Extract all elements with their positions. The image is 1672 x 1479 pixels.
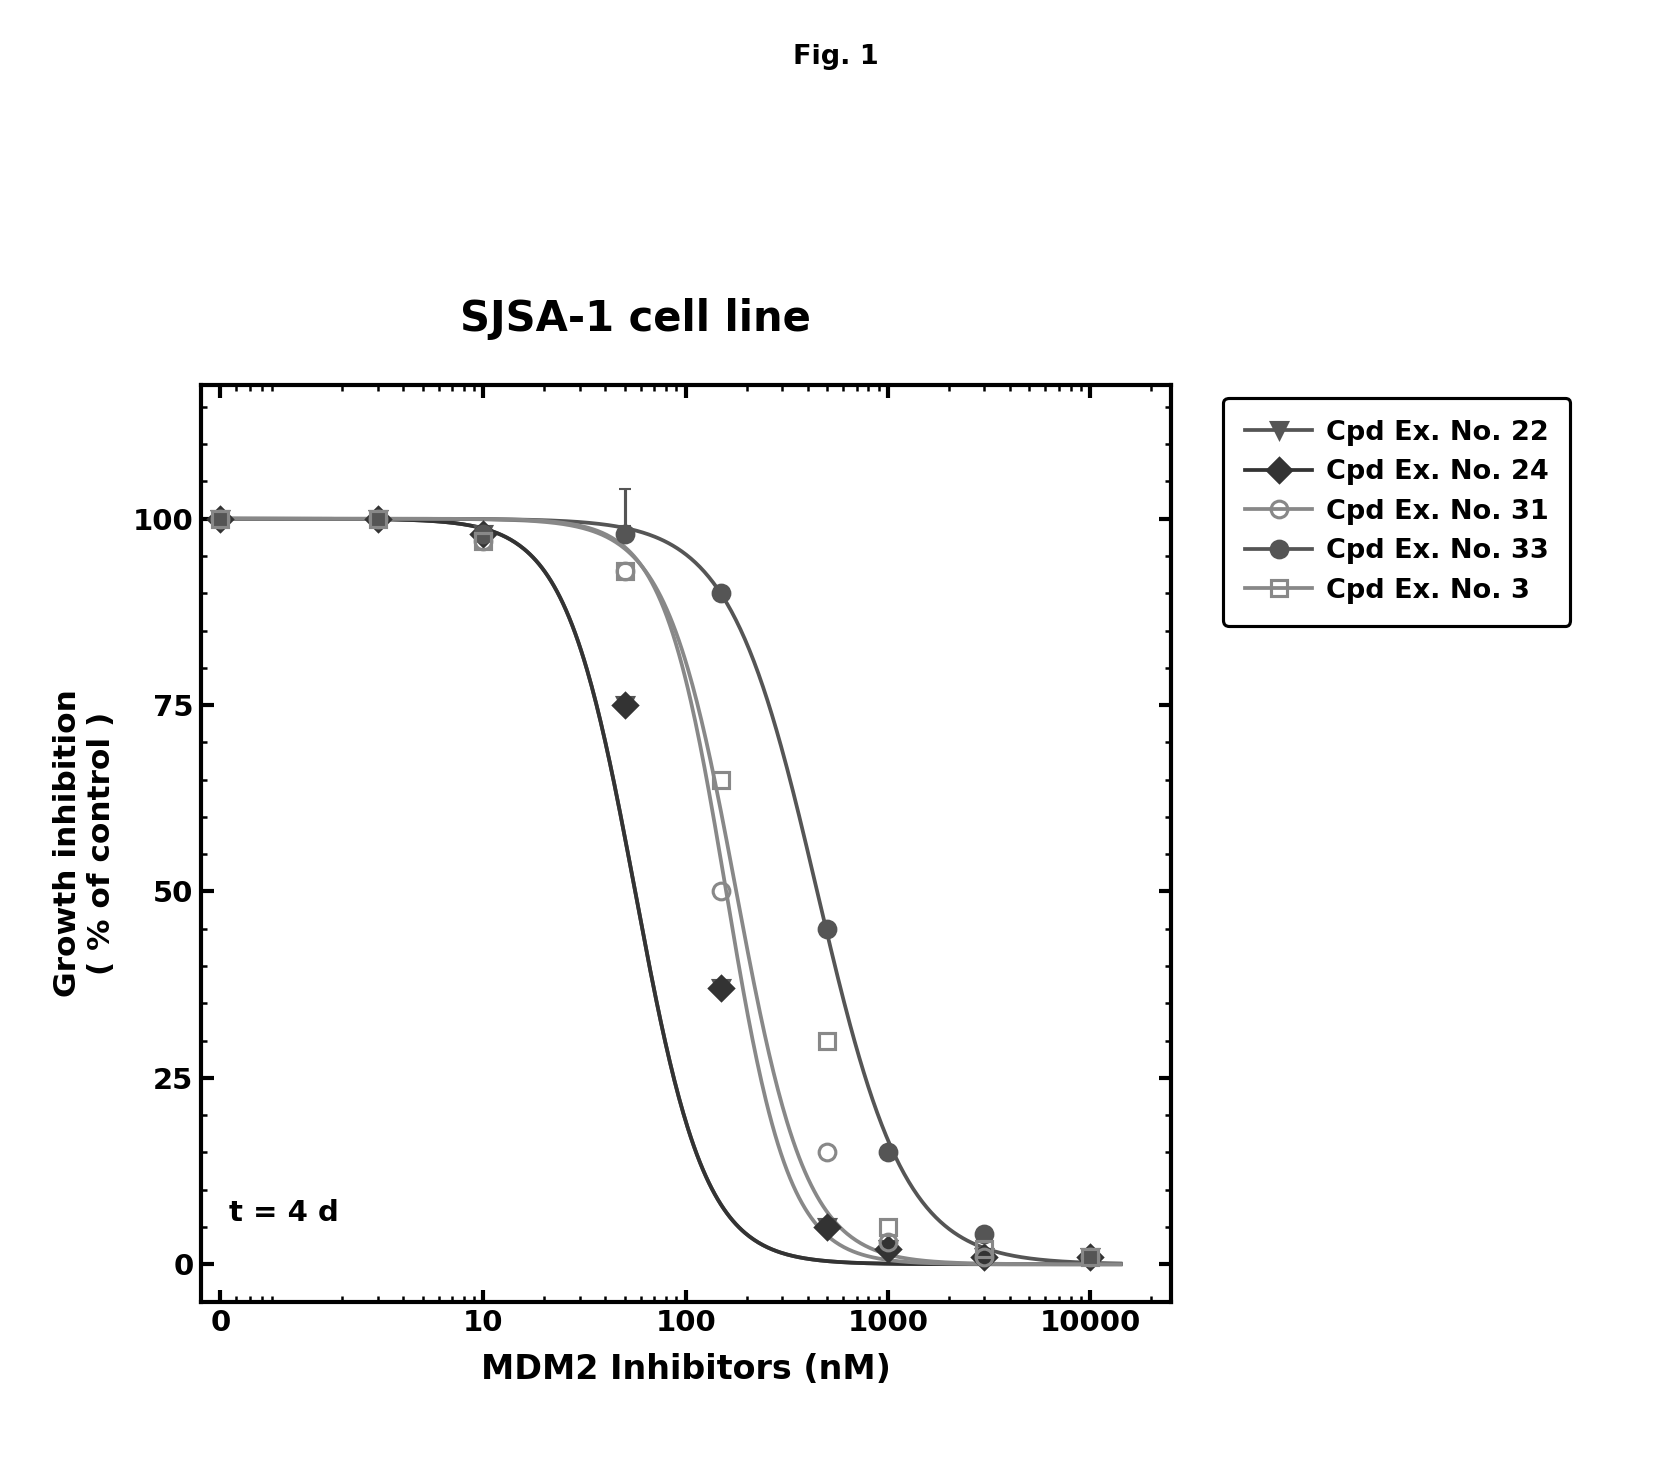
X-axis label: MDM2 Inhibitors (nM): MDM2 Inhibitors (nM) xyxy=(480,1353,891,1386)
Legend: Cpd Ex. No. 22, Cpd Ex. No. 24, Cpd Ex. No. 31, Cpd Ex. No. 33, Cpd Ex. No. 3: Cpd Ex. No. 22, Cpd Ex. No. 24, Cpd Ex. … xyxy=(1222,398,1570,626)
Y-axis label: Growth inhibition
( % of control ): Growth inhibition ( % of control ) xyxy=(54,689,115,997)
Text: Fig. 1: Fig. 1 xyxy=(793,44,879,71)
Text: SJSA-1 cell line: SJSA-1 cell line xyxy=(460,299,811,340)
Text: t = 4 d: t = 4 d xyxy=(229,1199,338,1228)
